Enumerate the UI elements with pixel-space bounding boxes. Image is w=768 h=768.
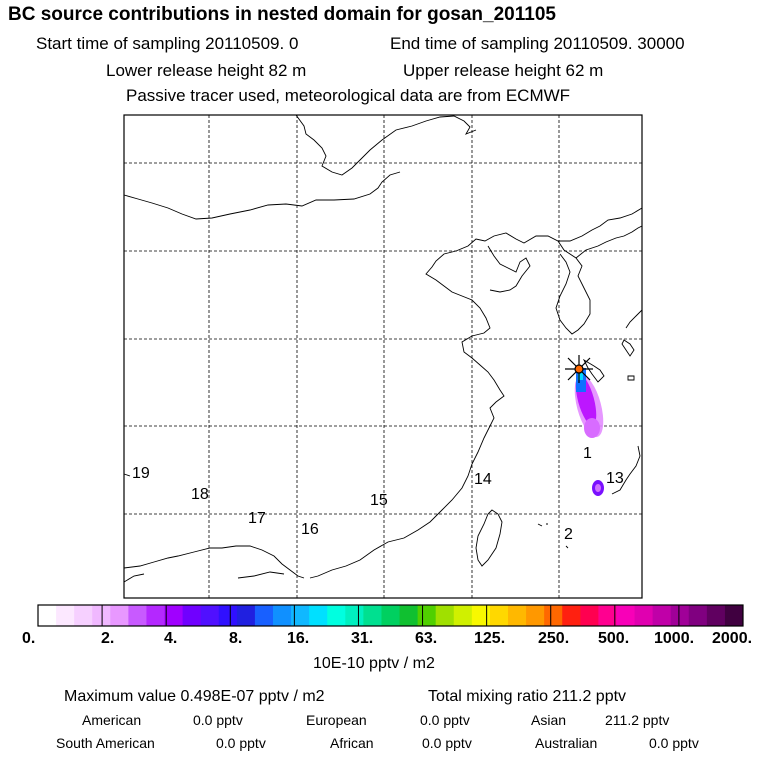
map-gridlines xyxy=(124,115,642,598)
colorbar-tick-250: 250. xyxy=(538,630,570,647)
colorbar-tick-500: 500. xyxy=(598,630,630,647)
start-time-label: Start time of sampling 20110509. 0 xyxy=(36,34,299,53)
colorbar-ticks xyxy=(37,605,744,626)
end-time-label: End time of sampling 20110509. 30000 xyxy=(390,34,685,53)
region-label-17: 17 xyxy=(248,510,266,527)
colorbar-tick-1000: 1000. xyxy=(654,630,695,647)
stat-south-american-label: South American xyxy=(56,735,155,751)
plot-title: BC source contributions in nested domain… xyxy=(8,4,556,25)
colorbar-tick-4: 4. xyxy=(164,630,178,647)
colorbar xyxy=(37,604,744,627)
lower-release-label: Lower release height 82 m xyxy=(106,61,307,80)
region-label-2: 2 xyxy=(564,526,573,543)
colorbar-segment xyxy=(110,605,129,626)
stat-american-label: American xyxy=(82,712,142,728)
colorbar-segment xyxy=(273,605,292,626)
region-label-19: 19 xyxy=(132,465,150,482)
stat-american-value: 0.0 pptv xyxy=(193,712,243,728)
colorbar-segment xyxy=(291,605,310,626)
colorbar-segment xyxy=(471,605,491,626)
colorbar-tick-125: 125. xyxy=(474,630,506,647)
colorbar-unit: 10E-10 pptv / m2 xyxy=(313,655,435,672)
colorbar-segment xyxy=(489,605,509,626)
colorbar-segment xyxy=(526,605,545,626)
receptor-star-marker xyxy=(565,355,593,383)
stat-european-label: European xyxy=(306,712,367,728)
colorbar-segment xyxy=(182,605,202,626)
colorbar-tick-0: 0. xyxy=(22,630,36,647)
region-label-16: 16 xyxy=(301,521,319,538)
colorbar-segment xyxy=(670,605,690,626)
colorbar-tick-2000: 2000. xyxy=(712,630,753,647)
colorbar-segment xyxy=(254,605,274,626)
colorbar-segment xyxy=(146,605,165,626)
stat-european-value: 0.0 pptv xyxy=(420,712,470,728)
colorbar-segment xyxy=(598,605,617,626)
colorbar-segment xyxy=(508,605,527,626)
total-mixing-ratio: Total mixing ratio 211.2 pptv xyxy=(428,688,627,705)
colorbar-segment xyxy=(706,605,726,626)
stat-african-label: African xyxy=(330,735,374,751)
tracer-note: Passive tracer used, meteorological data… xyxy=(126,86,571,105)
colorbar-tick-8: 8. xyxy=(229,630,243,647)
colorbar-segment xyxy=(74,605,93,626)
upper-release-label: Upper release height 62 m xyxy=(403,61,604,80)
colorbar-segment xyxy=(218,605,238,626)
colorbar-segment xyxy=(128,605,147,626)
maximum-value: Maximum value 0.498E-07 pptv / m2 xyxy=(64,688,325,705)
colorbar-segment xyxy=(544,605,563,626)
colorbar-segment xyxy=(236,605,256,626)
colorbar-segment xyxy=(580,605,599,626)
colorbar-segment xyxy=(616,605,635,626)
colorbar-segment xyxy=(92,605,111,626)
coastlines xyxy=(123,114,643,583)
colorbar-segment xyxy=(164,605,184,626)
stat-south-american-value: 0.0 pptv xyxy=(216,735,266,751)
colorbar-segment xyxy=(363,605,382,626)
stat-african-value: 0.0 pptv xyxy=(422,735,472,751)
colorbar-segment xyxy=(417,605,437,626)
region-label-15: 15 xyxy=(370,492,388,509)
colorbar-segment xyxy=(399,605,419,626)
region-label-1: 1 xyxy=(583,445,592,462)
colorbar-segment xyxy=(652,605,672,626)
map-frame xyxy=(123,114,643,599)
colorbar-segment xyxy=(381,605,400,626)
colorbar-segment xyxy=(200,605,220,626)
colorbar-segment xyxy=(562,605,581,626)
plume-footprint xyxy=(574,368,604,496)
colorbar-segment xyxy=(345,605,364,626)
colorbar-tick-63: 63. xyxy=(415,630,438,647)
colorbar-segment xyxy=(724,605,744,626)
stat-asian-label: Asian xyxy=(531,712,567,728)
colorbar-tick-16: 16. xyxy=(287,630,310,647)
region-label-18: 18 xyxy=(191,486,209,503)
stat-australian-value: 0.0 pptv xyxy=(649,735,699,751)
colorbar-tick-31: 31. xyxy=(351,630,374,647)
colorbar-segment xyxy=(56,605,75,626)
stat-asian-value: 211.2 pptv xyxy=(605,712,670,728)
colorbar-segment xyxy=(634,605,654,626)
colorbar-segment xyxy=(327,605,346,626)
region-label-13: 13 xyxy=(606,470,624,487)
colorbar-segment xyxy=(453,605,473,626)
colorbar-segment xyxy=(435,605,455,626)
colorbar-segment xyxy=(688,605,708,626)
colorbar-segment xyxy=(38,605,57,626)
colorbar-segment xyxy=(309,605,328,626)
region-label-14: 14 xyxy=(474,471,492,488)
stat-australian-label: Australian xyxy=(535,735,598,751)
colorbar-tick-2: 2. xyxy=(101,630,115,647)
